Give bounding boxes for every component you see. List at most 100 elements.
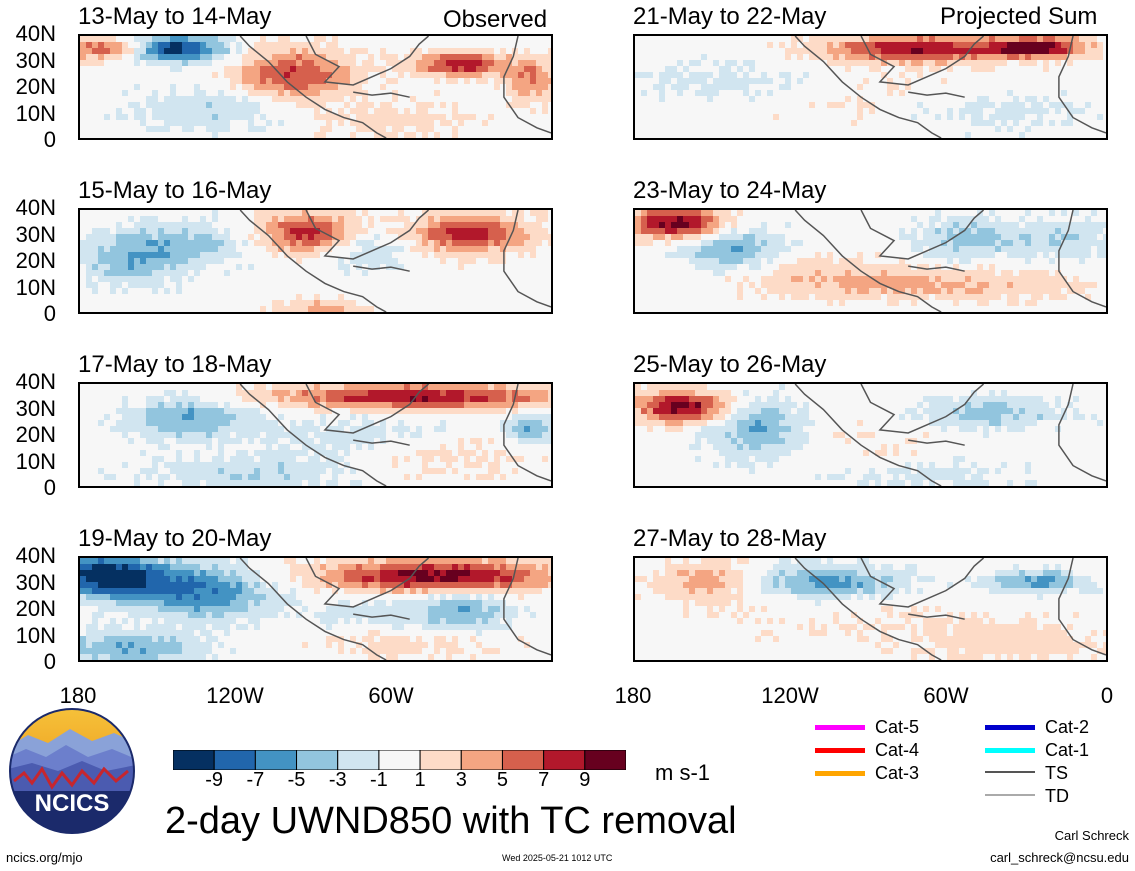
coastline [794,558,942,660]
colorbar-label: -3 [328,769,347,791]
colorbar-swatch [172,749,215,771]
colorbar-swatch [543,749,586,771]
coastline [503,384,551,482]
x-tick-label: 180 [614,683,652,708]
author-name: Carl Schreck [1054,828,1129,843]
x-tick-label: 120W [206,683,264,708]
colorbar-swatch [296,749,339,771]
colorbar-label: -5 [287,769,306,791]
panel-title: 17-May to 18-May [78,351,272,378]
coastline [908,613,965,620]
legend-line [815,748,865,753]
coastline [353,613,410,620]
legend-label: Cat-5 [875,717,920,737]
panel-title: 27-May to 28-May [633,525,827,552]
coastline [794,384,942,486]
coastline [353,91,410,98]
coastline [1058,558,1106,656]
panel-title: 15-May to 16-May [78,177,272,204]
y-tick-label: 10N [15,100,56,126]
coastline [794,210,942,312]
legend-line [985,794,1035,796]
y-tick-label: 10N [15,622,56,648]
x-tick-label: 120W [761,683,819,708]
y-tick-label: 0 [43,475,56,500]
x-tick-label: 0 [1100,683,1114,708]
colorbar-swatch [584,749,627,771]
y-tick-label: 30N [15,221,56,247]
coastline [860,36,985,86]
y-tick-label: 40N [15,195,56,220]
coastline [239,558,387,660]
y-tick-label: 10N [15,448,56,474]
author-email[interactable]: carl_schreck@ncsu.edu [990,850,1129,865]
legend-line [985,725,1035,730]
legend-line [985,748,1035,753]
coastline [239,36,387,138]
map-panel [633,556,1108,662]
panel-title: 23-May to 24-May [633,177,827,204]
legend-label: Cat-2 [1045,717,1090,737]
map-panel [78,556,553,662]
y-tick-label: 30N [15,47,56,73]
coastline [860,558,985,608]
coastline [503,558,551,656]
coastline [305,36,430,86]
coastline [305,558,430,608]
observed-header: Observed [443,6,548,33]
coastline [239,384,387,486]
legend-line [985,771,1035,773]
coastline [503,36,551,134]
legend-label: TS [1045,763,1069,783]
x-tick-label: 180 [59,683,97,708]
site-url[interactable]: ncics.org/mjo [6,850,83,865]
timestamp: Wed 2025-05-21 1012 UTC [502,853,613,863]
x-tick-label: 60W [368,683,414,708]
legend-label: Cat-3 [875,763,920,783]
y-tick-label: 30N [15,395,56,421]
colorbar-label: 3 [455,769,467,791]
legend-label: Cat-1 [1045,740,1090,760]
colorbar-swatch [213,749,256,771]
colorbar-label: 9 [579,769,591,791]
projected-sum-header: Projected Sum [940,3,1098,30]
coastline [1058,210,1106,308]
colorbar-label: 7 [538,769,550,791]
colorbar-swatch [378,749,421,771]
coastline [1058,384,1106,482]
y-tick-label: 0 [43,301,56,326]
y-tick-label: 40N [15,369,56,394]
colorbar-label: -7 [246,769,265,791]
colorbar-swatch [460,749,503,771]
colorbar-label: -1 [370,769,388,791]
colorbar-label: 1 [414,769,426,791]
coastline [860,210,985,260]
coastline [908,265,965,272]
panel-title: 19-May to 20-May [78,525,272,552]
map-panel [633,382,1108,488]
coastline [305,384,430,434]
y-tick-label: 20N [15,248,56,273]
panel-title: 21-May to 22-May [633,3,827,30]
colorbar-label: -9 [205,769,224,791]
coastline [353,439,410,446]
coastline [239,210,387,312]
colorbar-swatch [419,749,462,771]
colorbar-swatch [501,749,545,771]
colorbar-swatch [254,749,298,771]
map-panel [633,34,1108,140]
map-panel [633,208,1108,314]
coastline [794,36,942,138]
coastline [305,210,430,260]
y-tick-label: 10N [15,274,56,300]
y-tick-label: 20N [15,422,56,447]
panel-title: 13-May to 14-May [78,3,272,30]
y-tick-label: 0 [43,649,56,674]
coastline [908,91,965,98]
units-label: m s-1 [655,760,710,785]
coastline [1058,36,1106,134]
y-tick-label: 0 [43,127,56,152]
legend-line [815,725,865,730]
ncics-logo[interactable]: NCICS [8,707,136,835]
x-tick-label: 60W [923,683,969,708]
